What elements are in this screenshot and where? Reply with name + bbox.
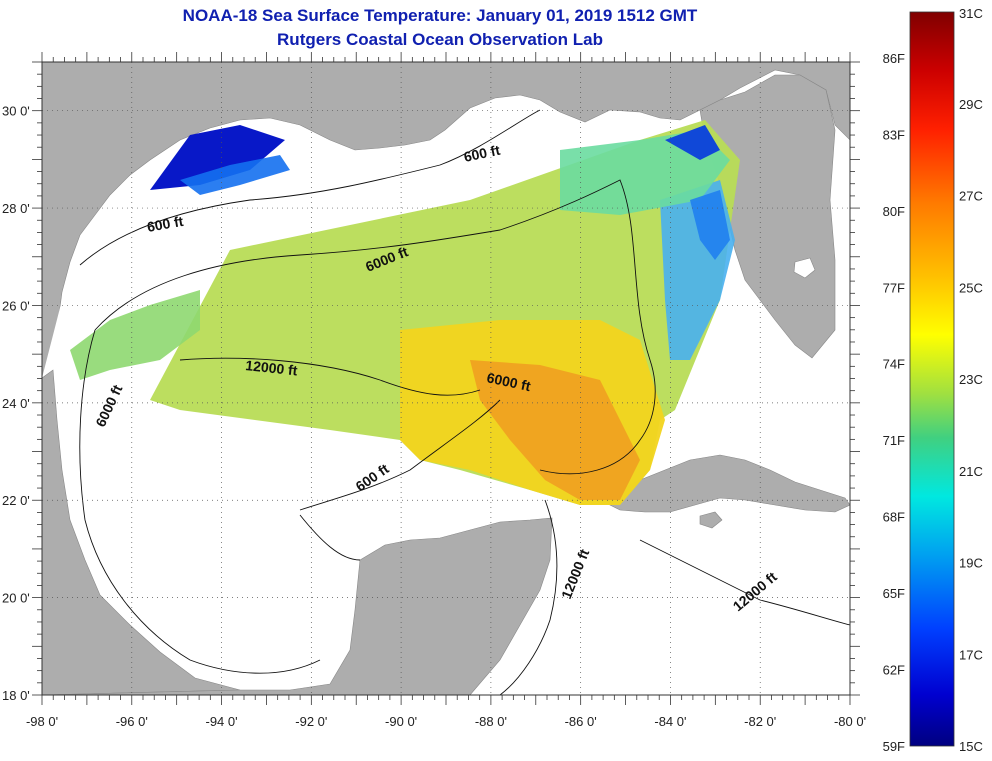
contour-12000ft (179, 357, 481, 396)
colorbar-celsius-label: 15C (959, 739, 983, 754)
sst-swaths (70, 120, 740, 505)
colorbar-celsius-label: 23C (959, 372, 983, 387)
map-title: NOAA-18 Sea Surface Temperature: January… (182, 6, 698, 25)
land-us-gulf-coast (42, 62, 850, 379)
longitude-axis: -98 0' -96 0' -94 0' -92 0' -90 0' -88 0' -86 … (26, 714, 866, 729)
contour-6000ft-west (79, 329, 321, 674)
colorbar-fahrenheit-label: 59F (883, 739, 905, 754)
longitude-tick-label: -92 0' (295, 714, 327, 729)
latitude-axis: 18 0' 20 0' 22 0' 24 0' 26 0' 28 0' 30 0' (2, 104, 30, 703)
minor-ticks (32, 52, 860, 705)
colorbar-fahrenheit-label: 77F (883, 280, 905, 295)
colorbar-celsius-label: 29C (959, 97, 983, 112)
colorbar-celsius-labels: 31C 29C 27C 25C 23C 21C 19C 17C 15C (959, 6, 983, 754)
land-lake-okeechobee (793, 257, 816, 279)
colorbar-fahrenheit-label: 74F (883, 357, 905, 372)
colorbar-fahrenheit-label: 68F (883, 510, 905, 525)
longitude-tick-label: -82 0' (744, 714, 776, 729)
contour-600ft (79, 109, 541, 266)
contour-label-12000-center: 12000 ft (245, 357, 299, 378)
longitude-tick-label: -84 0' (654, 714, 686, 729)
longitude-tick-label: -90 0' (385, 714, 417, 729)
contour-label-600-north: 600 ft (462, 142, 501, 165)
colorbar-celsius-label: 31C (959, 6, 983, 21)
longitude-tick-label: -80 0' (834, 714, 866, 729)
colorbar-fahrenheit-label: 83F (883, 127, 905, 142)
sst-swath-east-cold (665, 125, 720, 160)
colorbar-fahrenheit-label: 62F (883, 663, 905, 678)
contour-6000ft (94, 179, 656, 475)
colorbar-fahrenheit-label: 65F (883, 586, 905, 601)
latitude-tick-label: 18 0' (2, 688, 30, 703)
latitude-tick-label: 26 0' (2, 298, 30, 313)
sst-swath-texas-cold (150, 125, 285, 190)
contour-600ft-south (299, 399, 501, 511)
contour-12000ft-yucatan (499, 499, 558, 695)
latitude-tick-label: 30 0' (2, 104, 30, 119)
latitude-tick-label: 20 0' (2, 591, 30, 606)
land-isla-juventud (699, 511, 723, 529)
longitude-tick-label: -96 0' (116, 714, 148, 729)
sst-swath-texas-blue (180, 155, 290, 195)
land-masses (42, 62, 850, 695)
colorbar-celsius-label: 21C (959, 464, 983, 479)
latitude-tick-label: 24 0' (2, 396, 30, 411)
colorbar-celsius-label: 25C (959, 280, 983, 295)
colorbar-fahrenheit-label: 71F (883, 433, 905, 448)
latitude-tick-label: 28 0' (2, 201, 30, 216)
latitude-tick-label: 22 0' (2, 493, 30, 508)
bathymetry-contours (79, 109, 850, 695)
contour-label-600-west: 600 ft (146, 213, 185, 235)
contour-shelf-yucatan (299, 514, 361, 561)
land-yucatan (42, 517, 553, 695)
colorbar-celsius-label: 27C (959, 189, 983, 204)
colorbar-fahrenheit-label: 86F (883, 51, 905, 66)
land-cuba (599, 454, 850, 513)
longitude-tick-label: -88 0' (475, 714, 507, 729)
colorbar (909, 11, 955, 747)
graticule (42, 62, 850, 695)
colorbar-fahrenheit-labels: 86F 83F 80F 77F 74F 71F 68F 65F 62F 59F (883, 51, 905, 754)
longitude-tick-label: -94 0' (205, 714, 237, 729)
colorbar-celsius-label: 17C (959, 647, 983, 662)
sst-swath-blue-strip (690, 190, 730, 260)
longitude-tick-label: -98 0' (26, 714, 58, 729)
contour-12000ft-caribbean (639, 539, 850, 626)
colorbar-celsius-label: 19C (959, 556, 983, 571)
map-subtitle: Rutgers Coastal Ocean Observation Lab (277, 30, 603, 49)
colorbar-fahrenheit-label: 80F (883, 204, 905, 219)
sst-swath-hot (470, 360, 640, 500)
sst-swath-west-green (70, 290, 200, 380)
longitude-tick-label: -86 0' (565, 714, 597, 729)
